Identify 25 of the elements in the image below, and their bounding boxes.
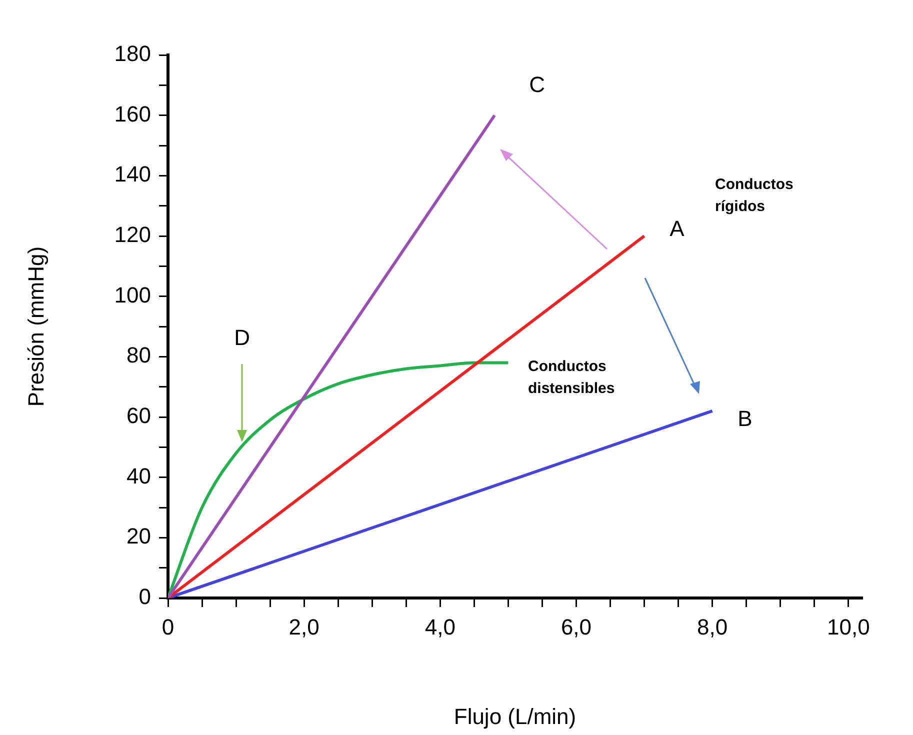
line-series [168, 361, 510, 598]
annotation: D [234, 325, 250, 350]
y-tick-label: 140 [114, 162, 151, 187]
y-tick-label: 100 [114, 282, 151, 308]
y-tick-label: 120 [114, 222, 151, 248]
annotation: C [529, 72, 546, 98]
y-tick-label: 80 [126, 342, 151, 368]
annotation: Conductos rígidos [715, 176, 794, 216]
x-axis-title: Flujo (L/min) [454, 704, 576, 729]
y-tick-label: 0 [138, 584, 151, 610]
y-tick-label: 60 [126, 403, 151, 428]
x-tick-label: 8,0 [697, 614, 728, 640]
x-tick-label: 4,0 [424, 614, 456, 640]
y-tick-label: 40 [126, 463, 151, 488]
y-tick-label: 20 [126, 524, 151, 549]
y-tick-label: 180 [114, 41, 151, 66]
annotation: Conductos distensibles [528, 358, 615, 398]
x-tick-label: 6,0 [560, 614, 592, 640]
y-axis-title: Presión (mmHg) [23, 246, 48, 407]
x-tick-label: 2,0 [288, 614, 320, 640]
x-tick-label: 0 [162, 614, 174, 640]
x-tick-label: 10,0 [826, 614, 870, 640]
annotation: A [670, 216, 685, 242]
y-tick-label: 160 [114, 101, 151, 126]
annotation: B [738, 406, 752, 432]
